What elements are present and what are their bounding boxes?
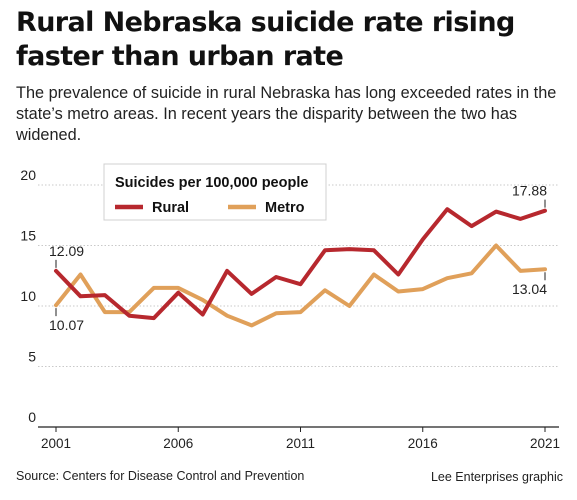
legend: Suicides per 100,000 people Rural Metro xyxy=(103,163,327,221)
x-tick-label: 2016 xyxy=(408,436,438,451)
series-line-rural xyxy=(54,207,547,321)
x-tick-label: 2021 xyxy=(530,436,560,451)
legend-box xyxy=(103,163,327,221)
annotation-label: 17.88 xyxy=(512,183,547,199)
series-line-metro xyxy=(54,243,547,328)
credit-note: Lee Enterprises graphic xyxy=(430,470,563,484)
annotation-label: 10.07 xyxy=(49,317,84,333)
axes: 0 5 10 15 20 2001 2006 2011 2016 2021 xyxy=(20,167,560,451)
legend-label-rural: Rural xyxy=(152,200,189,216)
x-tick-label: 2006 xyxy=(163,436,193,451)
chart-title: Rural Nebraska suicide rate rising faste… xyxy=(16,7,515,72)
legend-title: Suicides per 100,000 people xyxy=(115,175,308,191)
data-labels: 12.09 10.07 17.88 13.04 xyxy=(49,183,547,334)
y-tick-label: 20 xyxy=(20,167,36,183)
x-tick-label: 2001 xyxy=(41,436,71,451)
y-tick-label: 15 xyxy=(20,228,36,244)
annotation-label: 13.04 xyxy=(512,281,547,297)
y-tick-label: 5 xyxy=(28,349,36,365)
y-tick-label: 0 xyxy=(28,409,36,425)
legend-label-metro: Metro xyxy=(265,200,305,216)
chart-subtitle: The prevalence of suicide in rural Nebra… xyxy=(16,84,557,144)
annotation-label: 12.09 xyxy=(49,243,84,259)
y-tick-label: 10 xyxy=(20,288,36,304)
series-lines xyxy=(54,207,547,328)
x-tick-label: 2011 xyxy=(286,436,315,451)
source-note: Source: Centers for Disease Control and … xyxy=(16,469,305,483)
